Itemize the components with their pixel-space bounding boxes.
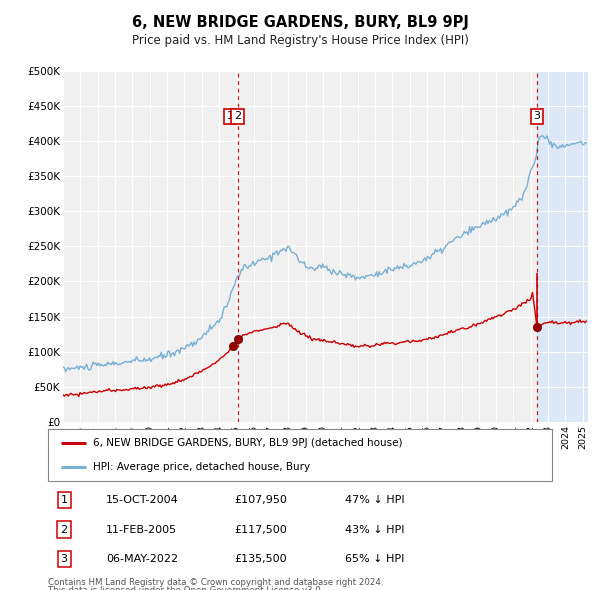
Text: 43% ↓ HPI: 43% ↓ HPI [346,525,405,535]
Text: 2: 2 [61,525,68,535]
Text: £117,500: £117,500 [235,525,287,535]
Text: 11-FEB-2005: 11-FEB-2005 [106,525,177,535]
Text: 3: 3 [61,554,68,564]
Text: £135,500: £135,500 [235,554,287,564]
Text: 1: 1 [227,112,234,122]
Text: This data is licensed under the Open Government Licence v3.0.: This data is licensed under the Open Gov… [48,586,323,590]
Text: 1: 1 [61,495,68,505]
Text: 2: 2 [234,112,241,122]
Text: 06-MAY-2022: 06-MAY-2022 [106,554,178,564]
Text: 3: 3 [533,112,541,122]
Text: HPI: Average price, detached house, Bury: HPI: Average price, detached house, Bury [94,462,310,472]
Text: £107,950: £107,950 [235,495,287,505]
Text: 6, NEW BRIDGE GARDENS, BURY, BL9 9PJ (detached house): 6, NEW BRIDGE GARDENS, BURY, BL9 9PJ (de… [94,438,403,448]
Text: Contains HM Land Registry data © Crown copyright and database right 2024.: Contains HM Land Registry data © Crown c… [48,578,383,587]
Text: Price paid vs. HM Land Registry's House Price Index (HPI): Price paid vs. HM Land Registry's House … [131,34,469,47]
Text: 47% ↓ HPI: 47% ↓ HPI [346,495,405,505]
Text: 15-OCT-2004: 15-OCT-2004 [106,495,179,505]
Bar [537,71,588,422]
Text: 6, NEW BRIDGE GARDENS, BURY, BL9 9PJ: 6, NEW BRIDGE GARDENS, BURY, BL9 9PJ [131,15,469,30]
Text: 65% ↓ HPI: 65% ↓ HPI [346,554,405,564]
